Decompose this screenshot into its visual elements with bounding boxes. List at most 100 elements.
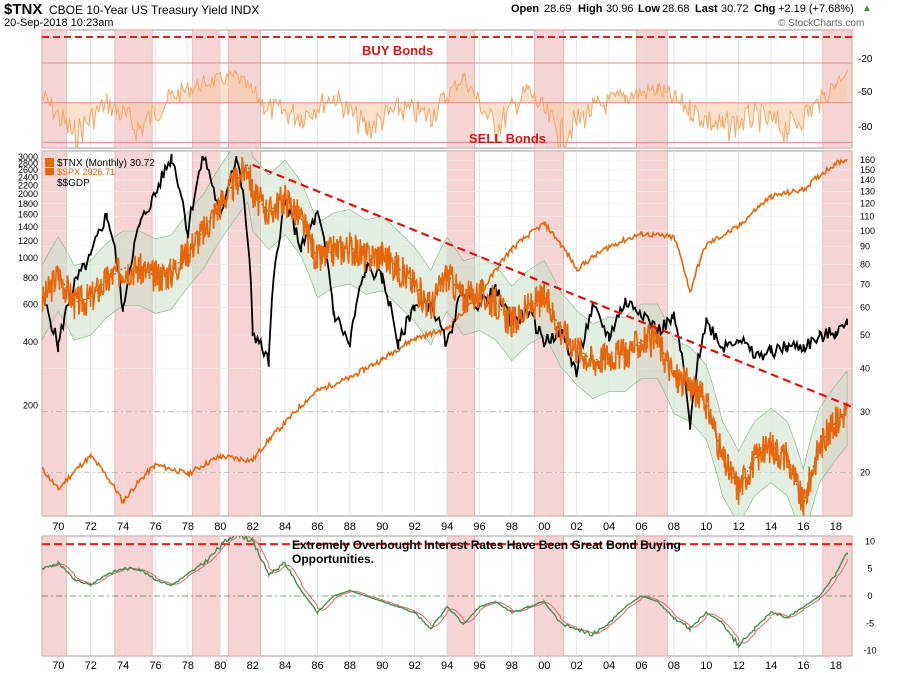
rsi-tick: -50 [858, 87, 873, 98]
x-tick-label: 82 [247, 660, 259, 672]
right-tick-label: 120 [860, 198, 875, 208]
rsi-tick: -20 [858, 54, 873, 65]
left-tick-label: 800 [23, 273, 38, 283]
bottom-x-axis: 70 72 74 76 78 80 82 84 86 88 90 92 94 96 98 00 02 04 06 08… [52, 660, 842, 672]
legend-tnx: $TNX (Monthly) 30.72 [57, 158, 155, 169]
x-tick-label: 92 [409, 660, 421, 672]
chg-value: +2.19 (+7.68%) [778, 3, 854, 15]
gdp-line [42, 153, 848, 430]
x-tick-label: 18 [830, 521, 842, 533]
x-tick-label: 02 [571, 521, 583, 533]
x-tick-label: 84 [279, 521, 291, 533]
left-tick-label: 1600 [18, 210, 38, 220]
legend-gdp: $$GDP [57, 178, 90, 189]
rsi-oversold-fill [42, 69, 848, 148]
x-tick-label: 90 [376, 521, 388, 533]
left-tick-label: 200 [23, 400, 38, 410]
x-tick-label: 76 [149, 521, 161, 533]
up-arrow-icon: ▲ [862, 3, 872, 14]
open-value: 28.69 [544, 3, 572, 15]
macd-tick-label: 0 [867, 591, 872, 601]
x-tick-label: 80 [214, 521, 226, 533]
left-tick-label: 2000 [18, 189, 38, 199]
right-tick-label: 40 [860, 364, 870, 374]
x-tick-label: 96 [473, 660, 485, 672]
right-tick-label: 30 [860, 407, 870, 417]
right-tick-label: 110 [860, 211, 874, 221]
x-tick-label: 72 [85, 660, 97, 672]
rsi-tick: -80 [858, 122, 873, 133]
x-tick-label: 72 [85, 521, 97, 533]
x-tick-label: 00 [538, 660, 550, 672]
left-tick-label: 600 [23, 300, 38, 310]
x-tick-label: 86 [311, 660, 323, 672]
x-tick-label: 16 [797, 660, 809, 672]
open-label: Open [511, 3, 540, 15]
x-tick-label: 98 [506, 660, 518, 672]
right-tick-label: 90 [860, 242, 870, 252]
x-tick-label: 80 [214, 660, 226, 672]
spx-line [42, 158, 848, 504]
bollinger-band [42, 151, 848, 516]
x-tick-label: 04 [603, 521, 615, 533]
annotation-line-1: Extremely Overbought Interest Rates Have… [292, 538, 681, 552]
right-tick-label: 50 [860, 330, 870, 340]
main-panel [42, 151, 852, 516]
stockcharts-watermark: © StockCharts.com [778, 18, 865, 29]
macd-tick-label: -10 [863, 646, 876, 656]
macd-panel [42, 536, 852, 649]
x-tick-label: 78 [182, 521, 194, 533]
right-tick-label: 140 [860, 175, 875, 185]
x-tick-label: 98 [506, 521, 518, 533]
high-label: High [578, 3, 603, 15]
left-tick-label: 3000 [18, 152, 38, 162]
x-tick-label: 74 [117, 660, 129, 672]
rsi-panel [42, 36, 852, 148]
right-tick-label: 20 [860, 468, 870, 478]
left-tick-label: 1200 [18, 236, 38, 246]
x-tick-label: 74 [117, 521, 129, 533]
recession-bar [114, 150, 153, 517]
left-tick-label: 1400 [18, 222, 38, 232]
high-value: 30.96 [606, 3, 634, 15]
x-tick-label: 82 [247, 521, 259, 533]
buy-bonds-label: BUY Bonds [362, 43, 433, 58]
macd-tick-label: 5 [867, 564, 872, 574]
last-value: 30.72 [721, 3, 749, 15]
left-tick-label: 400 [23, 337, 38, 347]
right-tick-label: 70 [860, 279, 870, 289]
x-tick-label: 16 [797, 521, 809, 533]
chg-label: Chg [754, 3, 776, 15]
left-tick-label: 2200 [18, 180, 38, 190]
x-tick-label: 78 [182, 660, 194, 672]
left-tick-label: 2600 [18, 165, 38, 175]
right-tick-label: 160 [860, 155, 875, 165]
x-tick-label: 18 [830, 660, 842, 672]
x-tick-label: 70 [52, 660, 64, 672]
low-value: 28.68 [662, 3, 690, 15]
tnx-legend-swatch [45, 158, 54, 167]
x-tick-label: 14 [765, 521, 777, 533]
legend-spx: $SPX 2926.71 [57, 167, 115, 177]
x-tick-label: 06 [635, 660, 647, 672]
right-tick-label: 150 [860, 165, 875, 175]
instrument-name: CBOE 10-Year US Treasury Yield INDX [49, 3, 260, 17]
x-tick-label: 88 [344, 521, 356, 533]
x-tick-label: 14 [765, 660, 777, 672]
macd-signal-line [42, 536, 848, 644]
recession-bar [114, 535, 153, 657]
recession-bar [446, 150, 475, 517]
left-tick-label: 1000 [18, 253, 38, 263]
symbol: $TNX [4, 1, 43, 18]
x-tick-label: 94 [441, 660, 453, 672]
x-tick-label: 70 [52, 521, 64, 533]
macd-tick-label: -5 [866, 618, 874, 628]
downtrend-line [252, 163, 852, 408]
recession-bar [41, 29, 67, 149]
x-tick-label: 10 [700, 660, 712, 672]
x-tick-label: 94 [441, 521, 453, 533]
x-tick-label: 96 [473, 521, 485, 533]
timestamp: 20-Sep-2018 10:23am [4, 17, 114, 29]
